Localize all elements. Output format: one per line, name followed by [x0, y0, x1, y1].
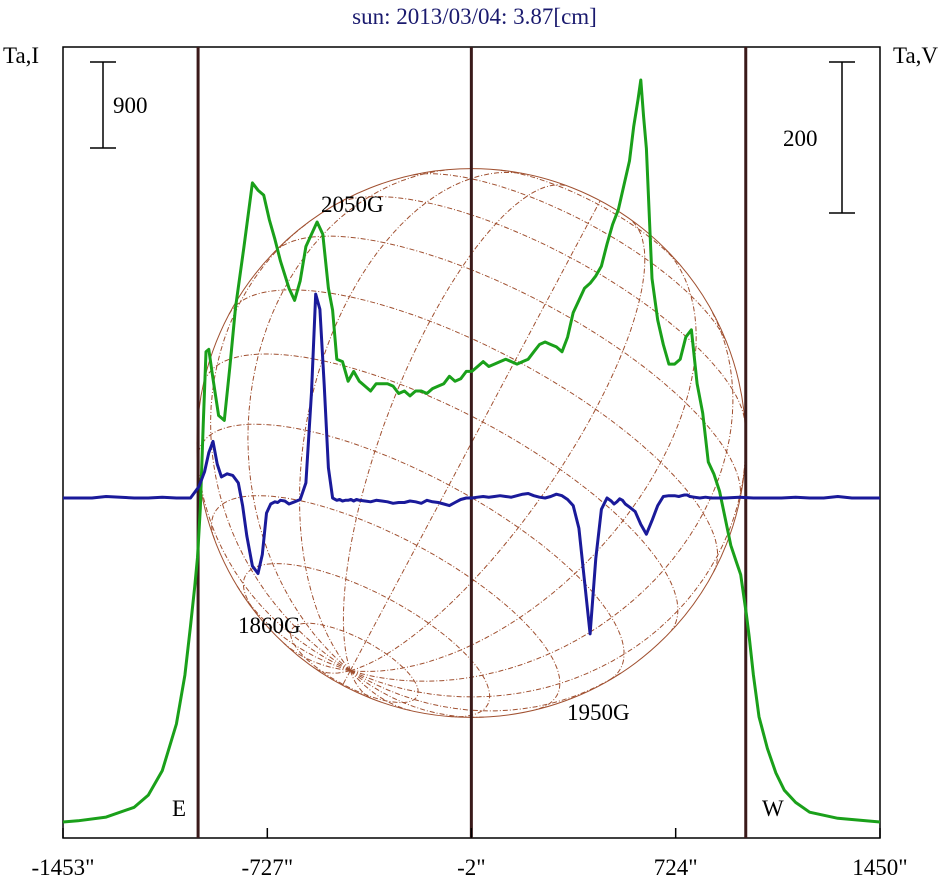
- x-tick-label: -727": [242, 855, 294, 880]
- annotation-2050g: 2050G: [321, 192, 384, 217]
- disk-longitude-line: [236, 585, 351, 672]
- disk-longitude-line: [350, 220, 646, 672]
- x-tick-label: 1450": [852, 855, 907, 880]
- y-axis-left-label: Ta,I: [3, 43, 39, 68]
- disk-longitude-line: [350, 309, 734, 682]
- disk-longitude-line: [350, 248, 697, 672]
- disk-longitude-line: [313, 667, 351, 674]
- disk-latitude-line: [338, 195, 745, 419]
- y-axis-right-label: Ta,V: [893, 43, 938, 68]
- x-tick-label: -1453": [31, 855, 94, 880]
- scale-bar-left: [90, 61, 116, 149]
- disk-longitude-line: [342, 184, 566, 671]
- annotation-1860g: 1860G: [238, 613, 301, 638]
- x-axis-ticks: -1453" -727" -2" 724" 1450": [31, 828, 908, 880]
- x-tick-label: -2": [457, 855, 486, 880]
- chart-title: sun: 2013/03/04: 3.87[cm]: [352, 4, 597, 29]
- disk-longitude-line: [196, 446, 351, 672]
- annotation-1950g: 1950G: [567, 700, 630, 725]
- west-limb-label: W: [762, 796, 784, 821]
- solar-disk: [196, 168, 747, 718]
- disk-longitude-line: [247, 169, 448, 672]
- disk-longitude-line: [350, 453, 747, 698]
- disk-longitude-line: [283, 642, 351, 672]
- east-limb-label: E: [172, 796, 186, 821]
- x-tick-label: 724": [654, 855, 698, 880]
- disk-longitude-line: [349, 200, 601, 671]
- scale-bar-right: [829, 61, 855, 214]
- stokes-v-line: [63, 292, 880, 636]
- disk-longitude-line: [342, 670, 351, 686]
- disk-longitude-line: [349, 670, 374, 700]
- disk-latitude-line: [274, 235, 742, 500]
- scale-bar-left-label: 900: [113, 93, 148, 118]
- disk-latitude-line: [413, 173, 727, 342]
- disk-latitude-line: [500, 169, 682, 267]
- disk-longitude-line: [350, 670, 623, 712]
- disk-latitude-line: [228, 289, 718, 573]
- scale-bar-right-label: 200: [783, 126, 818, 151]
- disk-longitude-line: [349, 670, 484, 718]
- stokes-i-line: [62, 78, 881, 824]
- disk-longitude-line: [298, 171, 524, 672]
- disk-longitude-line: [349, 670, 411, 711]
